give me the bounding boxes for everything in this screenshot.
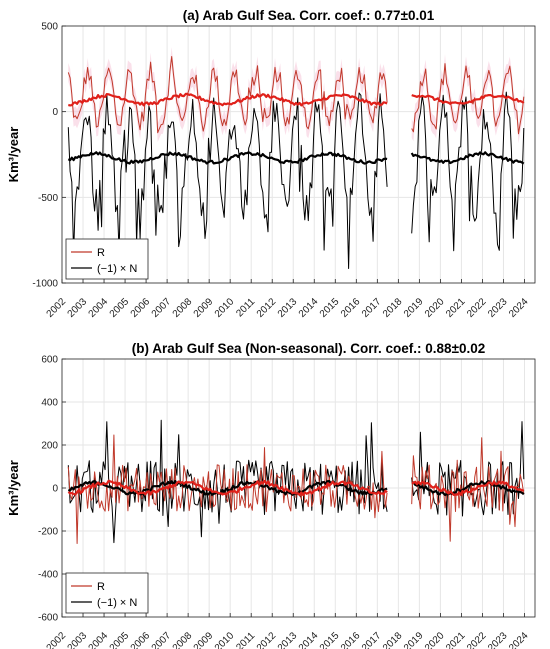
r-uncertainty-band bbox=[411, 54, 524, 144]
smoothed-line-r bbox=[67, 479, 525, 497]
x-tick-label: 2024 bbox=[507, 296, 531, 320]
smoothed-line-r bbox=[68, 92, 525, 107]
x-tick-label: 2005 bbox=[108, 296, 132, 320]
legend-label-r: R bbox=[97, 581, 105, 593]
y-tick-label: 0 bbox=[52, 484, 58, 495]
legend-label-n: (−1) × N bbox=[97, 597, 137, 609]
y-tick-label: 600 bbox=[41, 355, 58, 366]
x-tick-label: 2003 bbox=[66, 296, 90, 320]
x-tick-label: 2022 bbox=[465, 296, 489, 320]
y-tick-label: -400 bbox=[38, 570, 58, 581]
chart-panel-b: -600-400-2000200400600200220032004200520… bbox=[6, 341, 536, 649]
legend-label-r: R bbox=[97, 247, 105, 259]
y-tick-label: 500 bbox=[41, 22, 58, 33]
chart-panel-a: -1000-5000500200220032004200520062007200… bbox=[6, 8, 536, 320]
chart-title: (a) Arab Gulf Sea. Corr. coef.: 0.77±0.0… bbox=[183, 8, 435, 23]
y-tick-label: 0 bbox=[52, 107, 58, 118]
x-tick-label: 2020 bbox=[423, 296, 447, 320]
x-tick-label: 2023 bbox=[486, 296, 510, 320]
series-line-n bbox=[67, 419, 525, 544]
x-tick-label: 2006 bbox=[129, 296, 153, 320]
legend-box bbox=[65, 572, 149, 614]
y-axis-label: Km³/year bbox=[6, 127, 21, 183]
legend-label-n: (−1) × N bbox=[97, 263, 137, 275]
series-line-r bbox=[67, 56, 525, 135]
x-tick-label: 2019 bbox=[402, 296, 426, 320]
y-tick-label: 200 bbox=[41, 441, 58, 452]
x-tick-label: 2010 bbox=[213, 296, 237, 320]
x-tick-label: 2012 bbox=[255, 296, 279, 320]
x-tick-label: 2008 bbox=[171, 296, 195, 320]
legend-box bbox=[65, 238, 149, 280]
y-tick-label: -1000 bbox=[32, 279, 58, 290]
smoothed-line-n bbox=[67, 151, 525, 165]
chart-title: (b) Arab Gulf Sea (Non-seasonal). Corr. … bbox=[132, 341, 486, 356]
series-line-n bbox=[67, 91, 525, 269]
series-line-r bbox=[67, 434, 525, 544]
x-tick-label: 2016 bbox=[339, 296, 363, 320]
x-tick-label: 2002 bbox=[45, 296, 69, 320]
x-tick-label: 2018 bbox=[381, 296, 405, 320]
y-tick-label: -500 bbox=[38, 193, 58, 204]
x-tick-label: 2014 bbox=[297, 296, 321, 320]
x-tick-label: 2004 bbox=[87, 296, 111, 320]
y-tick-label: -200 bbox=[38, 527, 58, 538]
y-axis-label: Km³/year bbox=[6, 460, 21, 516]
y-tick-label: -600 bbox=[38, 613, 58, 624]
x-tick-label: 2024 bbox=[507, 630, 531, 649]
r-uncertainty-band bbox=[68, 47, 388, 143]
x-tick-label: 2017 bbox=[360, 296, 384, 320]
x-tick-label: 2009 bbox=[192, 296, 216, 320]
y-tick-label: 400 bbox=[41, 398, 58, 409]
x-tick-label: 2015 bbox=[318, 296, 342, 320]
x-tick-label: 2011 bbox=[234, 296, 257, 319]
axes-frame bbox=[61, 25, 536, 284]
x-tick-label: 2010 bbox=[213, 630, 237, 649]
x-tick-label: 2013 bbox=[276, 296, 300, 320]
x-tick-label: 2021 bbox=[444, 296, 468, 320]
x-tick-label: 2007 bbox=[150, 296, 174, 320]
